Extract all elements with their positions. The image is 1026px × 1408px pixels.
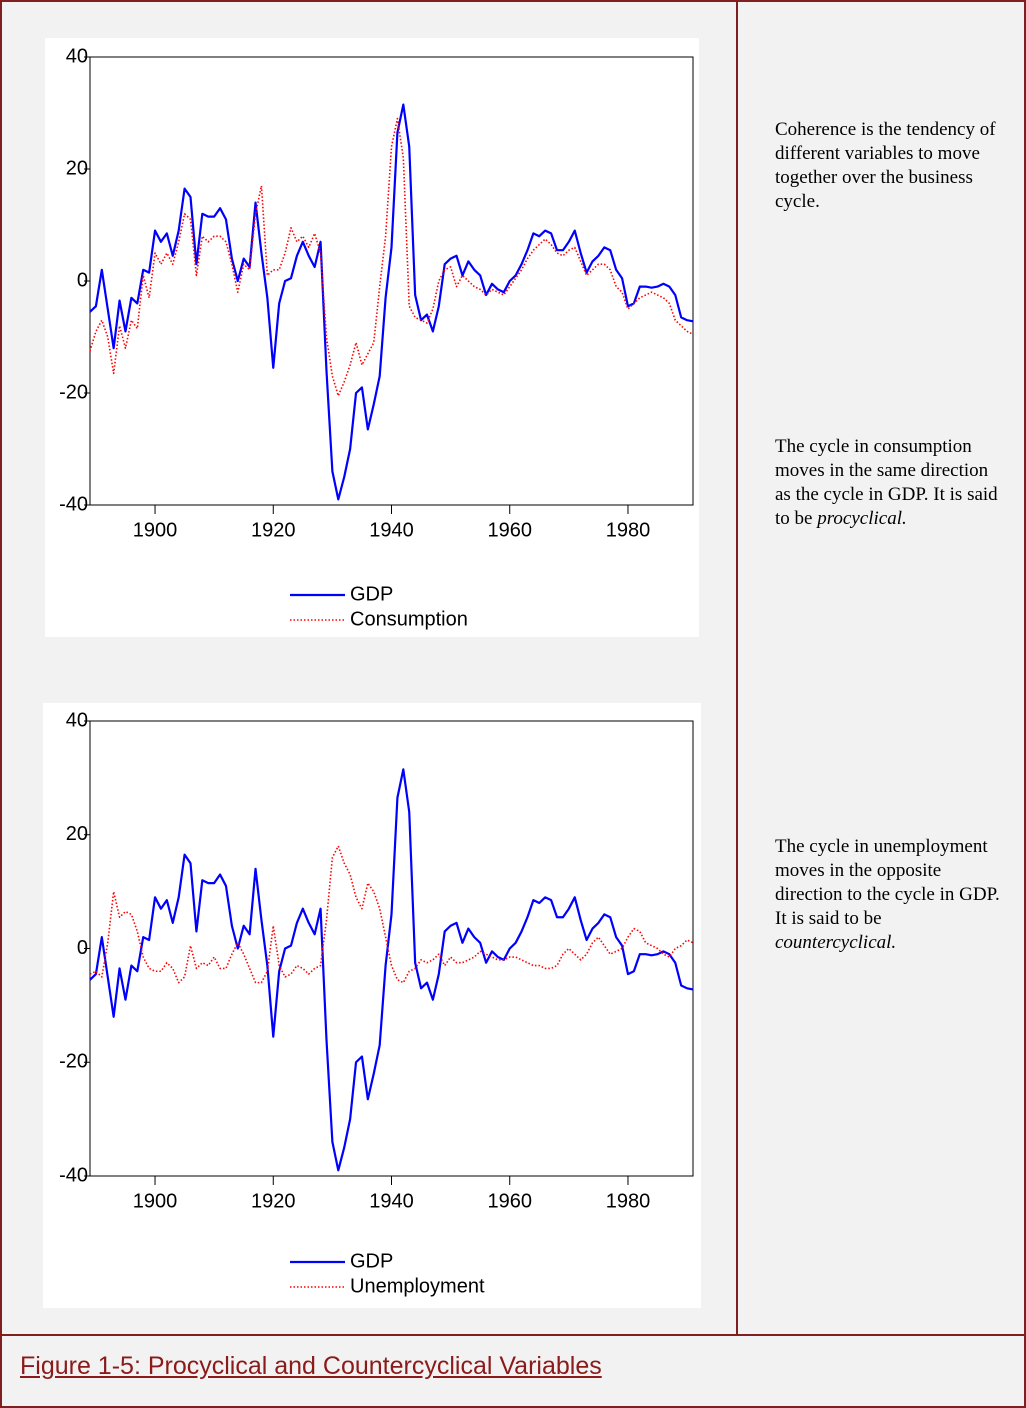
y-tick-label: -40 — [59, 1164, 88, 1186]
note: The cycle in consumption moves in the sa… — [775, 435, 1005, 531]
x-tick-label: 1900 — [133, 1190, 178, 1212]
series-line — [89, 117, 694, 397]
x-tick-label: 1940 — [369, 519, 414, 541]
note-text: The cycle in unemployment moves in the o… — [775, 836, 1000, 929]
caption: Figure 1-5: Procyclical and Countercycli… — [20, 1352, 602, 1380]
x-tick-label: 1920 — [251, 1190, 296, 1212]
series-line — [89, 845, 694, 984]
note: Coherence is the tendency of different v… — [775, 118, 1005, 214]
x-tick-label: 1900 — [133, 519, 178, 541]
legend-label: Consumption — [350, 608, 468, 630]
note: The cycle in unemployment moves in the o… — [775, 835, 1005, 955]
y-tick-label: 0 — [77, 937, 88, 959]
y-tick-label: 20 — [66, 823, 88, 845]
x-tick-label: 1980 — [606, 1190, 651, 1212]
legend-label: Unemployment — [350, 1275, 485, 1297]
y-tick-label: -20 — [59, 381, 88, 403]
x-tick-label: 1960 — [487, 1190, 532, 1212]
legend-label: GDP — [350, 583, 393, 605]
legend-label: GDP — [350, 1250, 393, 1272]
y-tick-label: 0 — [77, 269, 88, 291]
y-tick-label: -20 — [59, 1051, 88, 1073]
y-tick-label: 40 — [66, 709, 88, 731]
x-tick-label: 1940 — [369, 1190, 414, 1212]
note-text: Coherence is the tendency of different v… — [775, 119, 996, 212]
chart-panel — [45, 38, 699, 637]
note-italic: procyclical. — [817, 508, 907, 529]
note-text: The cycle in consumption moves in the sa… — [775, 436, 998, 529]
series-line — [89, 768, 694, 1172]
x-tick-label: 1980 — [606, 519, 651, 541]
y-tick-label: 40 — [66, 45, 88, 67]
x-tick-label: 1920 — [251, 519, 296, 541]
series-line — [89, 103, 694, 501]
note-italic: countercyclical. — [775, 932, 897, 953]
chart-panel — [43, 703, 701, 1308]
x-tick-label: 1960 — [487, 519, 532, 541]
y-tick-label: 20 — [66, 157, 88, 179]
y-tick-label: -40 — [59, 493, 88, 515]
